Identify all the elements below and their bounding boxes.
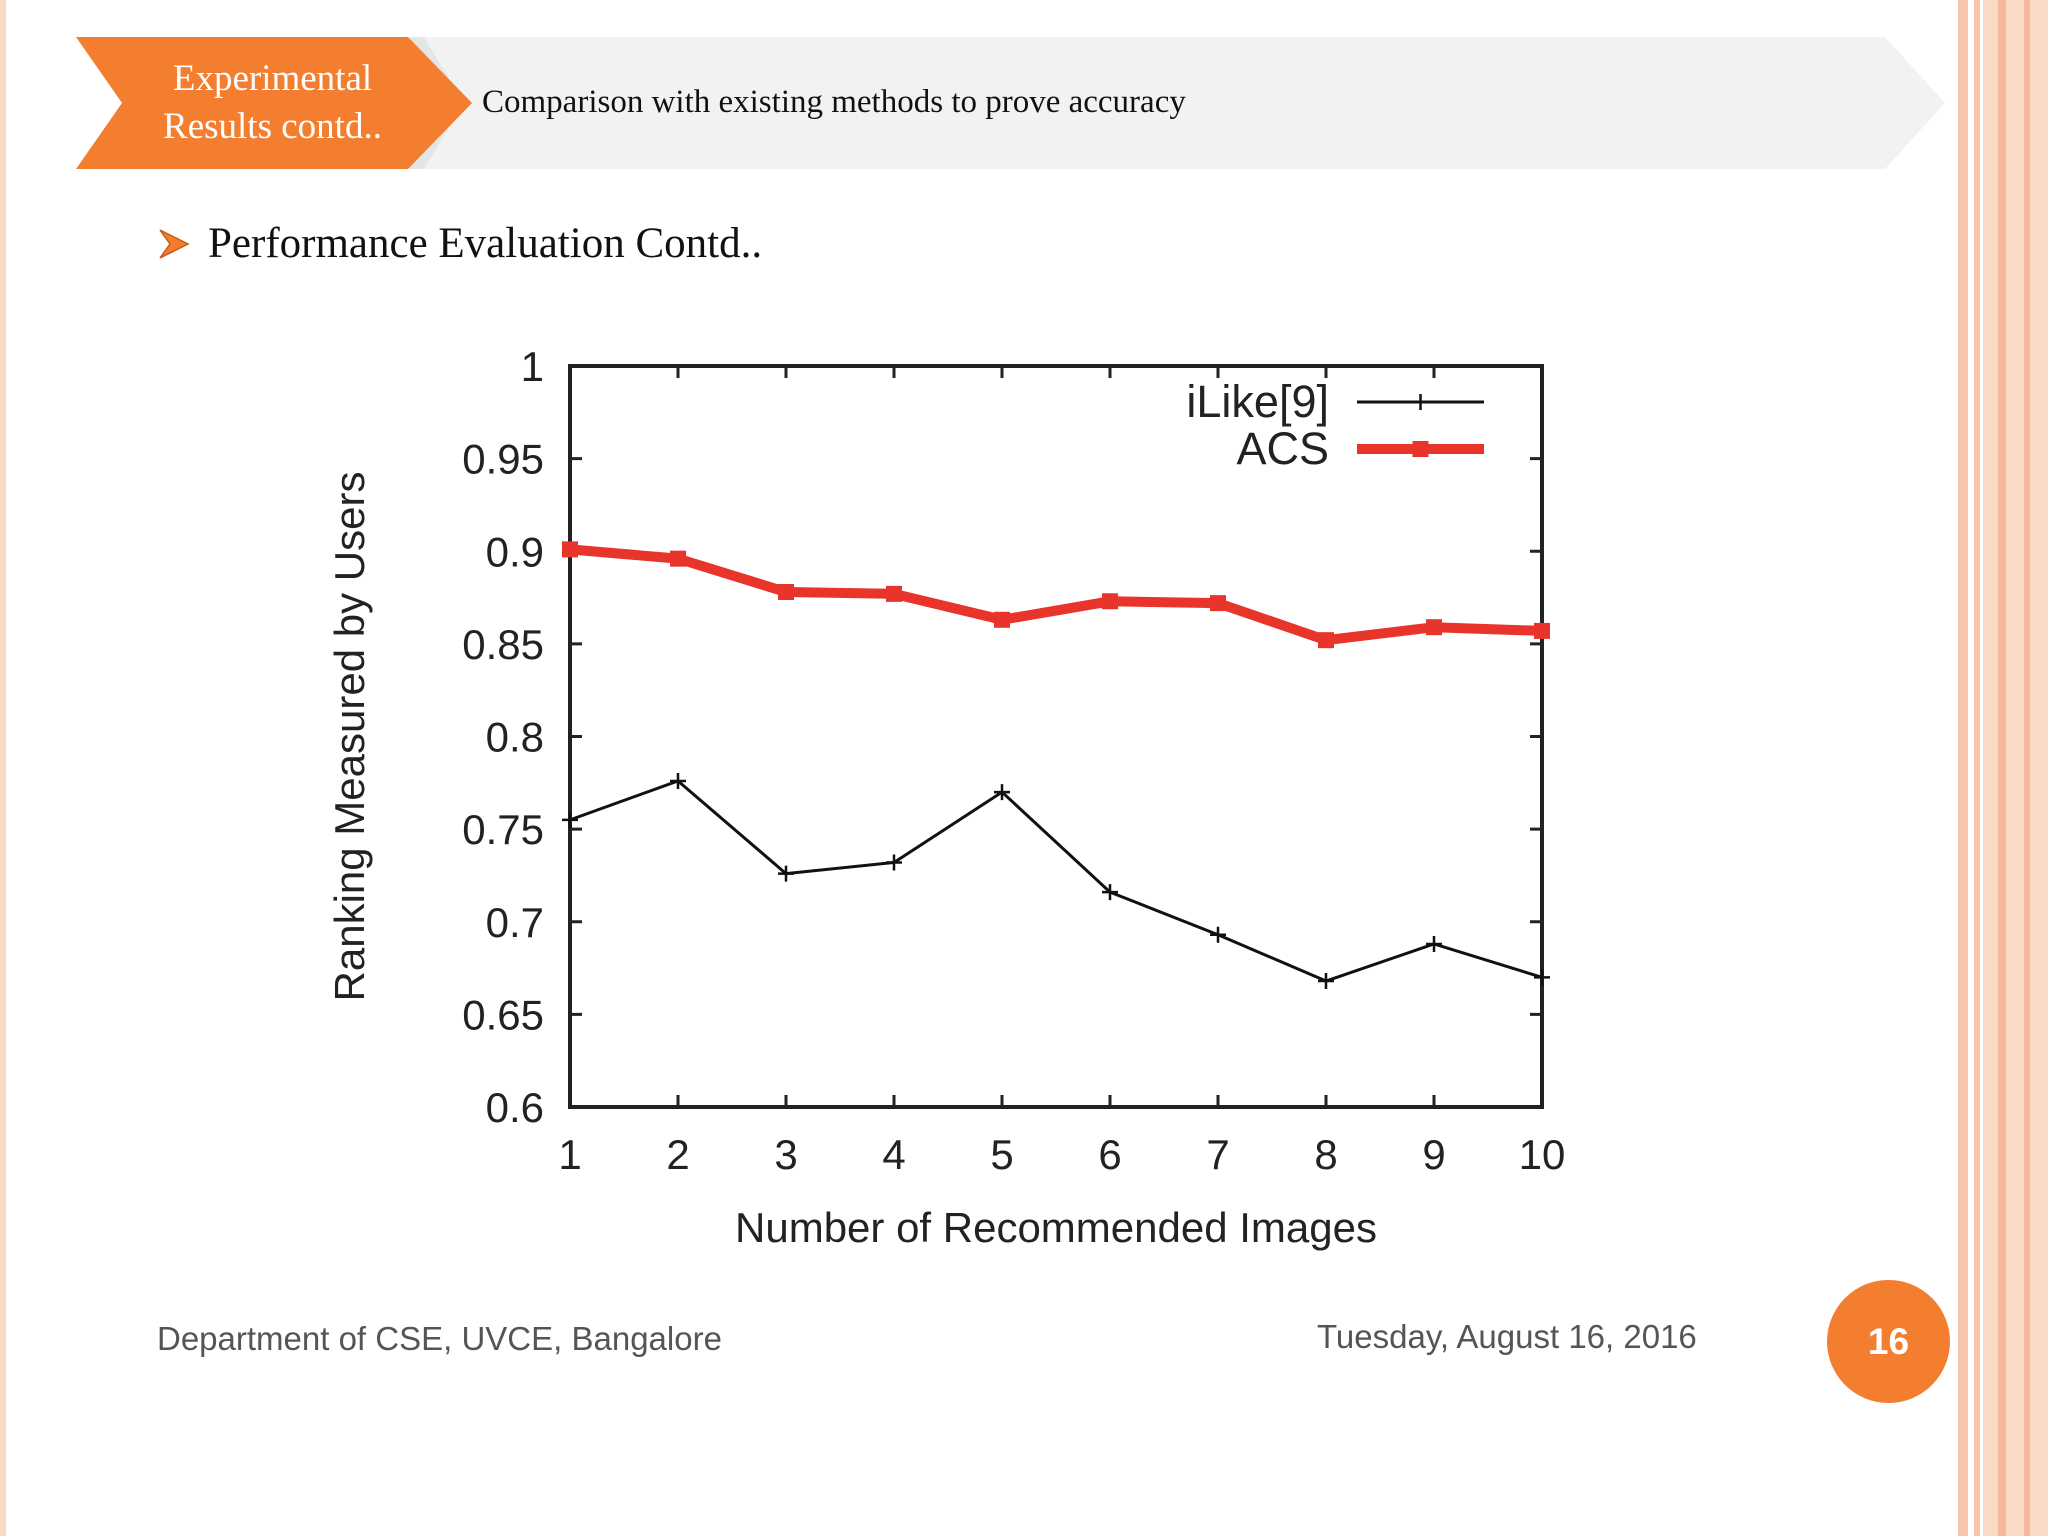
chart-container: 0.6 0.65 0.7 0.75 0.8 0.85 0.9 0.95 1 1 2 3 4 5 6 7 8 9 1… xyxy=(312,320,1607,1270)
x-tick-label: 8 xyxy=(1314,1131,1337,1178)
x-tick-label: 4 xyxy=(882,1131,905,1178)
y-tick-label: 0.95 xyxy=(462,436,544,483)
y-tick-label: 0.75 xyxy=(462,806,544,853)
section-tag xyxy=(76,37,472,169)
arrow-bullet-icon xyxy=(159,229,190,259)
header-band xyxy=(400,37,1945,169)
data-point-ilike xyxy=(994,784,1010,801)
y-tick-label: 0.7 xyxy=(486,899,544,946)
y-tick-label: 0.85 xyxy=(462,621,544,668)
data-point-acs xyxy=(994,611,1010,628)
footer-date: Tuesday, August 16, 2016 xyxy=(1317,1318,1697,1355)
data-point-ilike xyxy=(562,811,578,828)
section-title-line2: Results contd.. xyxy=(163,106,382,147)
data-point-ilike xyxy=(670,772,686,789)
series-line-ilike-9- xyxy=(569,779,1543,983)
x-tick-label: 2 xyxy=(666,1131,689,1178)
data-point-acs xyxy=(562,541,578,558)
slide-edge-stripe xyxy=(1958,0,1968,1536)
series-line-acs xyxy=(569,544,1543,646)
data-point-ilike xyxy=(1534,969,1550,986)
x-tick-label: 3 xyxy=(774,1131,797,1178)
legend-label: ACS xyxy=(1236,423,1329,474)
x-tick-label: 10 xyxy=(1519,1131,1566,1178)
y-tick-label: 0.9 xyxy=(486,528,544,575)
page-number-badge: 16 xyxy=(1827,1280,1950,1403)
x-tick-label: 7 xyxy=(1206,1131,1229,1178)
plot-area xyxy=(568,364,1544,1109)
data-point-ilike xyxy=(1426,935,1442,952)
slide-edge-stripe xyxy=(1998,0,2006,1536)
data-point-ilike xyxy=(778,865,794,882)
bullet-text: Performance Evaluation Contd.. xyxy=(208,220,763,267)
data-point-acs xyxy=(1102,593,1118,610)
x-tick-label: 5 xyxy=(990,1131,1013,1178)
x-tick-label: 9 xyxy=(1422,1131,1445,1178)
y-tick-label: 1 xyxy=(521,343,544,390)
data-point-ilike xyxy=(886,854,902,871)
section-title-line1: Experimental xyxy=(172,58,373,99)
page-number: 16 xyxy=(1867,1320,1910,1362)
data-point-ilike xyxy=(1318,973,1334,990)
data-point-ilike xyxy=(1210,926,1226,943)
slide-edge-stripe xyxy=(2024,0,2030,1536)
x-tick-label: 6 xyxy=(1098,1131,1121,1178)
slide-edge-stripe xyxy=(1983,0,2048,1536)
data-point-acs xyxy=(1210,595,1226,612)
slide-subtitle: Comparison with existing methods to prov… xyxy=(482,84,1186,120)
footer-department: Department of CSE, UVCE, Bangalore xyxy=(157,1320,722,1357)
slide-edge-stripe xyxy=(1974,0,1980,1536)
line-chart: 0.6 0.65 0.7 0.75 0.8 0.85 0.9 0.95 1 1 2 3 4 5 6 7 8 9 1… xyxy=(326,343,1566,1251)
data-point-acs xyxy=(778,584,794,601)
slide-edge-stripe xyxy=(0,0,6,1536)
data-point-acs xyxy=(886,585,902,602)
data-point-acs xyxy=(1426,619,1442,636)
data-point-acs xyxy=(1534,622,1550,639)
y-axis-label: Ranking Measured by Users xyxy=(326,472,373,1002)
y-tick-label: 0.6 xyxy=(486,1084,544,1131)
x-tick-label: 1 xyxy=(558,1131,581,1178)
legend-label: iLike[9] xyxy=(1186,376,1329,427)
x-axis-label: Number of Recommended Images xyxy=(735,1204,1377,1251)
y-tick-label: 0.8 xyxy=(486,714,544,761)
data-point-acs xyxy=(1318,632,1334,649)
legend-marker xyxy=(1412,441,1429,457)
data-point-ilike xyxy=(1102,884,1118,901)
section-title: Experimental Results contd.. xyxy=(120,55,425,151)
data-point-acs xyxy=(670,550,686,567)
y-tick-label: 0.65 xyxy=(462,991,544,1038)
